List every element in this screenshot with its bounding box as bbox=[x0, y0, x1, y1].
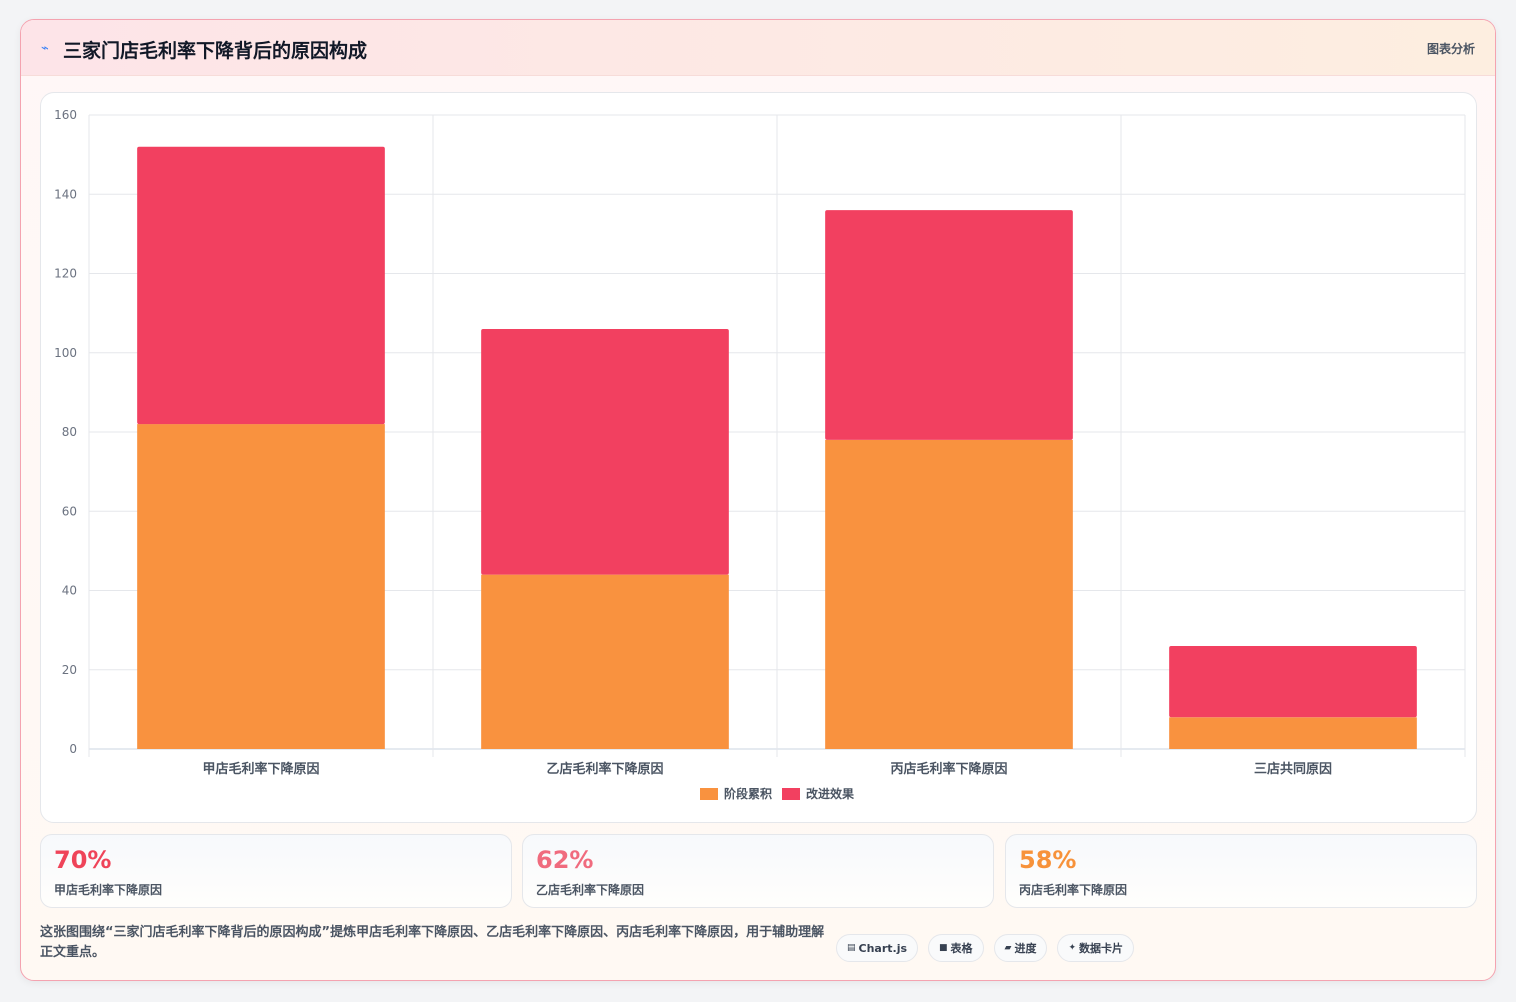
kpi-label: 甲店毛利率下降原因 bbox=[54, 883, 163, 897]
legend-swatch bbox=[700, 788, 718, 800]
y-tick-label: 20 bbox=[62, 663, 77, 677]
bar-segment bbox=[1169, 645, 1417, 718]
y-tick-label: 80 bbox=[62, 425, 77, 439]
kpi-card-bing: 58% 丙店毛利率下降原因 bbox=[1005, 834, 1477, 908]
kpi-value: 58% bbox=[1019, 846, 1077, 874]
y-tick-label: 160 bbox=[54, 108, 77, 122]
chip-progress[interactable]: ▰ 进度 bbox=[993, 934, 1048, 962]
kpi-label: 丙店毛利率下降原因 bbox=[1019, 883, 1128, 897]
kpi-card-jia: 70% 甲店毛利率下降原因 bbox=[40, 834, 512, 908]
chip-data-card[interactable]: ✦ 数据卡片 bbox=[1057, 934, 1135, 962]
bar-segment bbox=[137, 146, 385, 425]
legend-swatch bbox=[782, 788, 800, 800]
bar-segment bbox=[481, 574, 729, 749]
page-title: 三家门店毛利率下降背后的原因构成 bbox=[63, 40, 368, 62]
stacked-bar-chart: 0 20 40 60 80 100 120 140 160 甲店毛利率下降原因 乙店毛利率下降原因 丙… bbox=[54, 108, 1466, 801]
x-tick-label: 乙店毛利率下降原因 bbox=[546, 761, 663, 777]
chip-label: 表格 bbox=[950, 942, 973, 955]
chip-label: 数据卡片 bbox=[1079, 942, 1124, 955]
x-tick-label: 丙店毛利率下降原因 bbox=[890, 761, 1007, 777]
table-icon: ■ bbox=[939, 943, 948, 953]
bar-segment bbox=[481, 328, 729, 575]
sparkle-icon: ✦ bbox=[1068, 943, 1077, 953]
kpi-value: 70% bbox=[54, 846, 112, 874]
legend-label: 改进效果 bbox=[806, 786, 854, 801]
card-header: ⌁ 三家门店毛利率下降背后的原因构成 图表分析 bbox=[21, 20, 1495, 76]
x-tick-label: 甲店毛利率下降原因 bbox=[202, 761, 319, 777]
y-tick-label: 60 bbox=[62, 504, 77, 518]
chip-table[interactable]: ■ 表格 bbox=[928, 934, 984, 962]
tag-chips: ▤ Chart.js ■ 表格 ▰ 进度 ✦ 数据卡片 bbox=[836, 934, 1135, 962]
kpi-label: 乙店毛利率下降原因 bbox=[536, 883, 645, 897]
chart-card: ⌁ 三家门店毛利率下降背后的原因构成 图表分析 0 20 40 60 80 100 120 1… bbox=[20, 19, 1496, 981]
chart-icon: ▤ bbox=[847, 943, 856, 953]
kpi-card-yi: 62% 乙店毛利率下降原因 bbox=[522, 834, 994, 908]
chart-trend-icon: ⌁ bbox=[41, 41, 49, 56]
y-tick-label: 140 bbox=[54, 187, 77, 201]
y-tick-label: 100 bbox=[54, 346, 77, 360]
legend-label: 阶段累积 bbox=[724, 786, 772, 801]
bar-segment bbox=[137, 424, 385, 749]
y-tick-label: 120 bbox=[54, 267, 77, 281]
header-tag: 图表分析 bbox=[1426, 42, 1475, 56]
bar-segment bbox=[825, 439, 1073, 749]
chart-panel: 0 20 40 60 80 100 120 140 160 甲店毛利率下降原因 乙店毛利率下降原因 丙… bbox=[40, 92, 1477, 823]
progress-icon: ▰ bbox=[1004, 943, 1012, 953]
chip-label: Chart.js bbox=[858, 941, 908, 955]
kpi-value: 62% bbox=[536, 846, 594, 874]
chart-footnote: 这张图围绕“三家门店毛利率下降背后的原因构成”提炼甲店毛利率下降原因、乙店毛利率… bbox=[40, 925, 825, 960]
bar-segment bbox=[825, 210, 1073, 440]
y-tick-label: 40 bbox=[62, 584, 77, 598]
y-tick-label: 0 bbox=[69, 742, 77, 756]
x-tick-label: 三店共同原因 bbox=[1254, 761, 1332, 777]
chip-chartjs[interactable]: ▤ Chart.js bbox=[836, 934, 919, 962]
bar-segment bbox=[1169, 717, 1417, 749]
chip-label: 进度 bbox=[1014, 942, 1037, 955]
